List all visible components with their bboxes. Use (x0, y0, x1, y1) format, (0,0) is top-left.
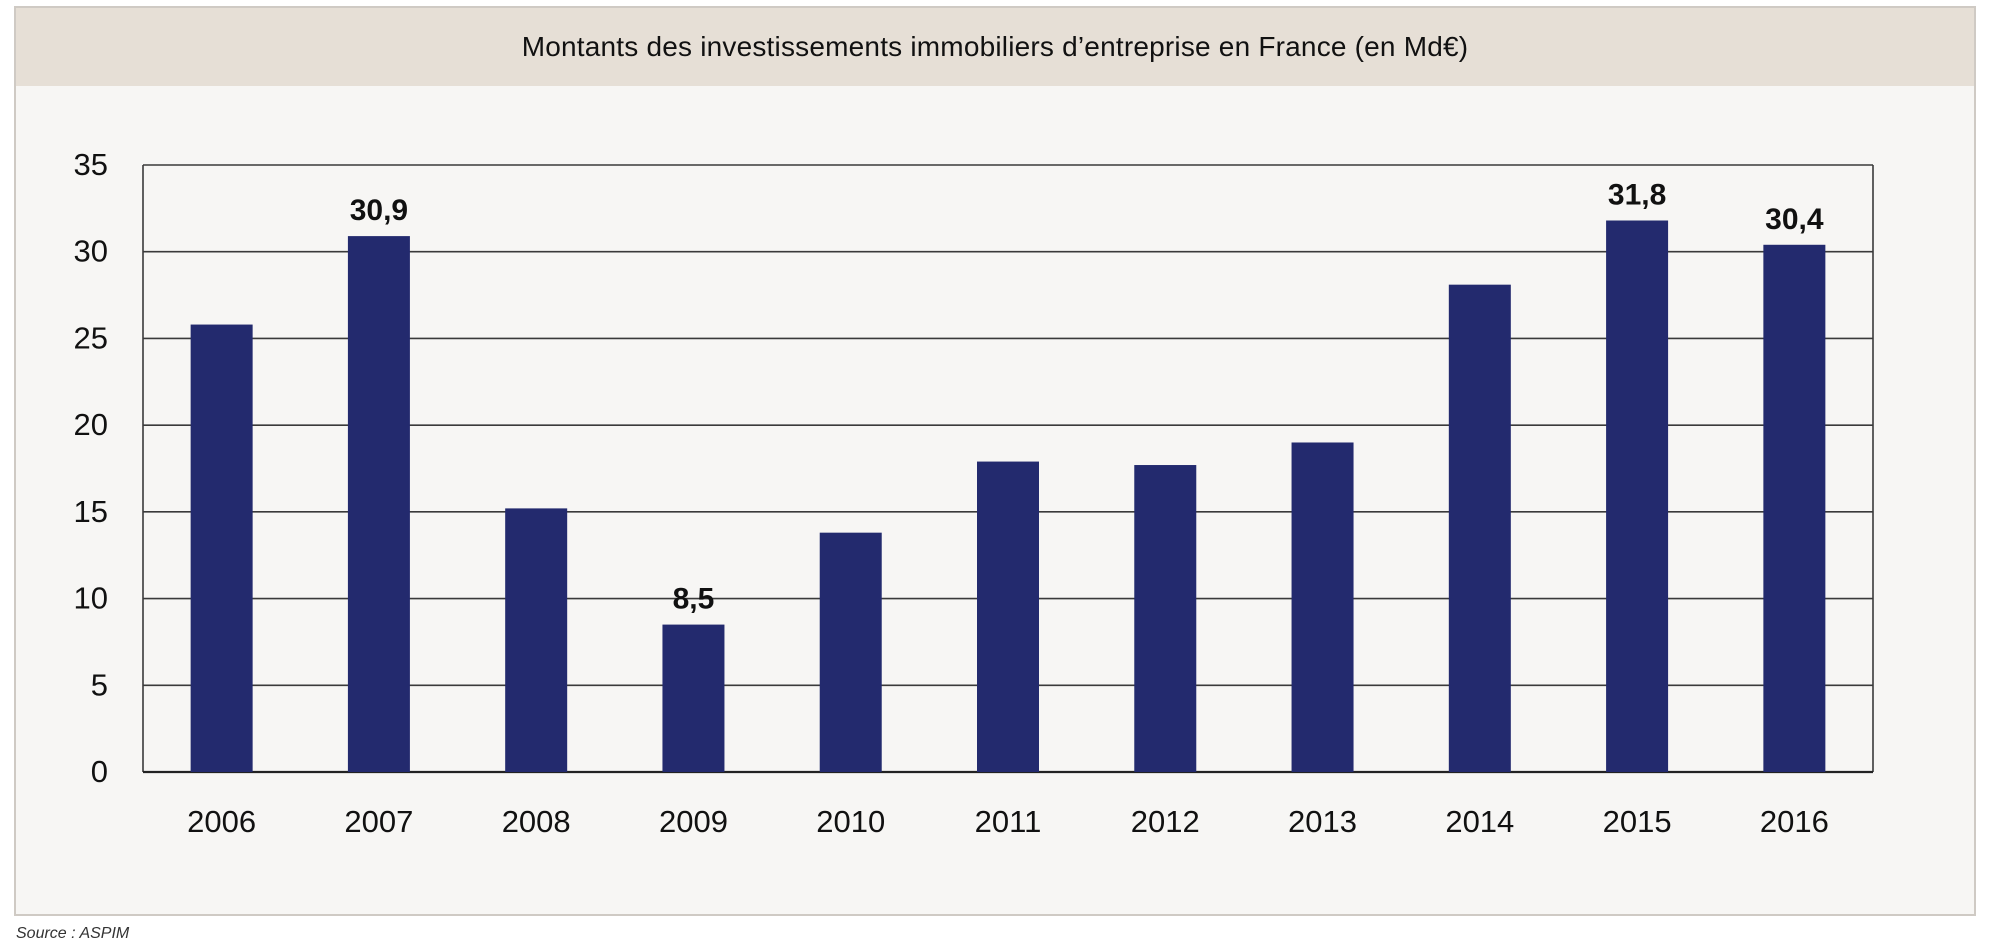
bar-2013 (1291, 442, 1354, 772)
y-tick-label: 30 (74, 234, 108, 269)
bar-2007 (347, 236, 410, 772)
x-tick-label: 2012 (1131, 804, 1200, 839)
x-tick-label: 2010 (816, 804, 885, 839)
bar-2011 (977, 461, 1039, 772)
y-tick-label: 0 (91, 754, 108, 789)
bar-2014 (1448, 284, 1511, 772)
y-tick-label: 10 (74, 581, 108, 616)
source-note: Source : ASPIM (16, 925, 130, 942)
x-tick-label: 2013 (1288, 804, 1357, 839)
x-tick-label: 2007 (344, 804, 413, 839)
title-band: Montants des investissements immobiliers… (16, 8, 1974, 86)
x-tick-label: 2006 (187, 804, 256, 839)
data-label: 30,4 (1765, 203, 1824, 236)
x-tick-label: 2011 (975, 804, 1042, 839)
y-tick-label: 5 (91, 667, 108, 702)
x-tick-label: 2008 (502, 804, 571, 839)
y-tick-label: 20 (74, 407, 108, 442)
bar-2009 (662, 624, 725, 772)
data-label: 8,5 (673, 583, 715, 616)
data-label: 30,9 (350, 194, 408, 227)
chart-title: Montants des investissements immobiliers… (521, 31, 1469, 62)
bar-2006 (190, 324, 253, 772)
data-label: 31,8 (1608, 178, 1666, 211)
y-tick-label: 35 (74, 147, 108, 182)
bar-2012 (1134, 465, 1197, 772)
bar-2008 (505, 508, 568, 772)
y-tick-label: 15 (74, 494, 108, 529)
x-tick-label: 2016 (1760, 804, 1829, 839)
x-tick-label: 2015 (1603, 804, 1672, 839)
bar-2010 (819, 532, 882, 772)
x-tick-label: 2014 (1445, 804, 1514, 839)
bar-2015 (1606, 220, 1669, 773)
x-tick-label: 2009 (659, 804, 728, 839)
y-tick-label: 25 (74, 320, 108, 355)
bar-2016 (1763, 244, 1826, 772)
